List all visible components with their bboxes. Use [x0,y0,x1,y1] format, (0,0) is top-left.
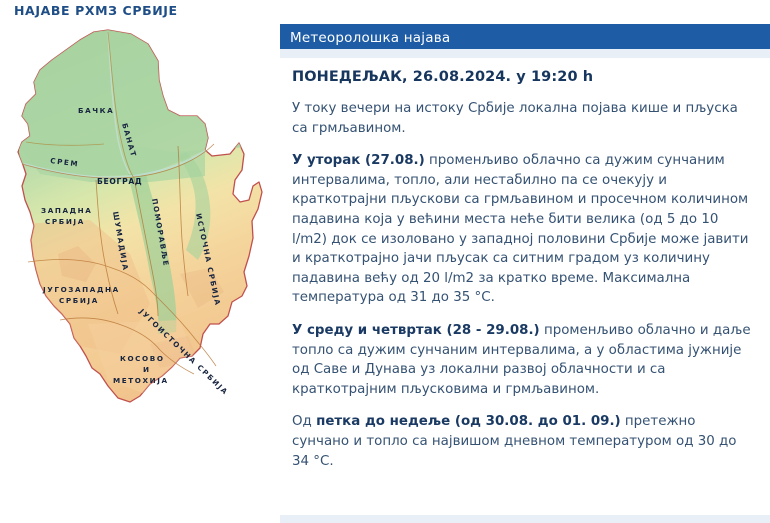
bulletin-header-underline [280,49,770,58]
bulletin-issued-datetime: ПОНЕДЕЉАК, 26.08.2024. у 19:20 h [292,69,594,85]
bulletin-paragraph-tonight: У току вечери на истоку Србије локална п… [292,99,756,138]
meteorological-bulletin: Метеоролошка најава ПОНЕДЕЉАК, 26.08.202… [280,24,770,523]
serbia-map-svg: БАЧКА БАНАТ СРЕМ БЕОГРАД ЗАПАДНА СРБИЈА … [17,29,263,403]
map-label-jugozapadna-srbija-line1: ЈУГОЗАПАДНА [42,285,120,294]
map-label-jugozapadna-srbija-line2: СРБИЈА [59,296,99,305]
map-label-backa: БАЧКА [78,106,114,115]
map-region-boundaries [21,31,217,375]
map-label-kosovo-line1: КОСОВО [120,354,165,363]
bulletin-header: Метеоролошка најава [280,24,770,49]
page-title: НАЈАВЕ РХМЗ СРБИЈЕ [14,3,178,18]
map-label-kosovo-line2: И [143,365,151,374]
paragraph-text: променљиво облачно и даље топло са дужим… [292,322,751,397]
paragraph-lead: У среду и четвртак (28 - 29.08.) [292,322,540,338]
bulletin-header-title: Метеоролошка најава [290,30,451,46]
paragraph-text: променљиво облачно са дужим сунчаним инт… [292,153,749,306]
map-label-zapadna-srbija-line1: ЗАПАДНА [41,206,92,215]
paragraph-text: претежно сунчано и топло са највишом дне… [292,414,737,469]
paragraph-prefix: Од [292,414,317,430]
serbia-map: БАЧКА БАНАТ СРЕМ БЕОГРАД ЗАПАДНА СРБИЈА … [0,24,272,414]
bulletin-body: ПОНЕДЕЉАК, 26.08.2024. у 19:20 h У току … [280,58,770,471]
bulletin-paragraph-fri-sun: Од петка до недеље (од 30.08. до 01. 09.… [292,412,756,471]
bulletin-paragraph-wed-thu: У среду и четвртак (28 - 29.08.) променљ… [292,321,756,399]
map-label-srem: СРЕМ [50,156,80,168]
map-label-beograd: БЕОГРАД [97,177,142,186]
map-label-kosovo-line3: МЕТОХИЈА [113,376,169,385]
bulletin-footer-strip [280,515,770,523]
paragraph-lead: У уторак (27.08.) [292,153,425,169]
paragraph-lead: петка до недеље (од 30.08. до 01. 09.) [316,414,621,430]
bulletin-paragraph-tuesday: У уторак (27.08.) променљиво облачно са … [292,151,756,308]
paragraph-text: У току вечери на истоку Србије локална п… [292,101,738,136]
map-label-zapadna-srbija-line2: СРБИЈА [45,217,85,226]
